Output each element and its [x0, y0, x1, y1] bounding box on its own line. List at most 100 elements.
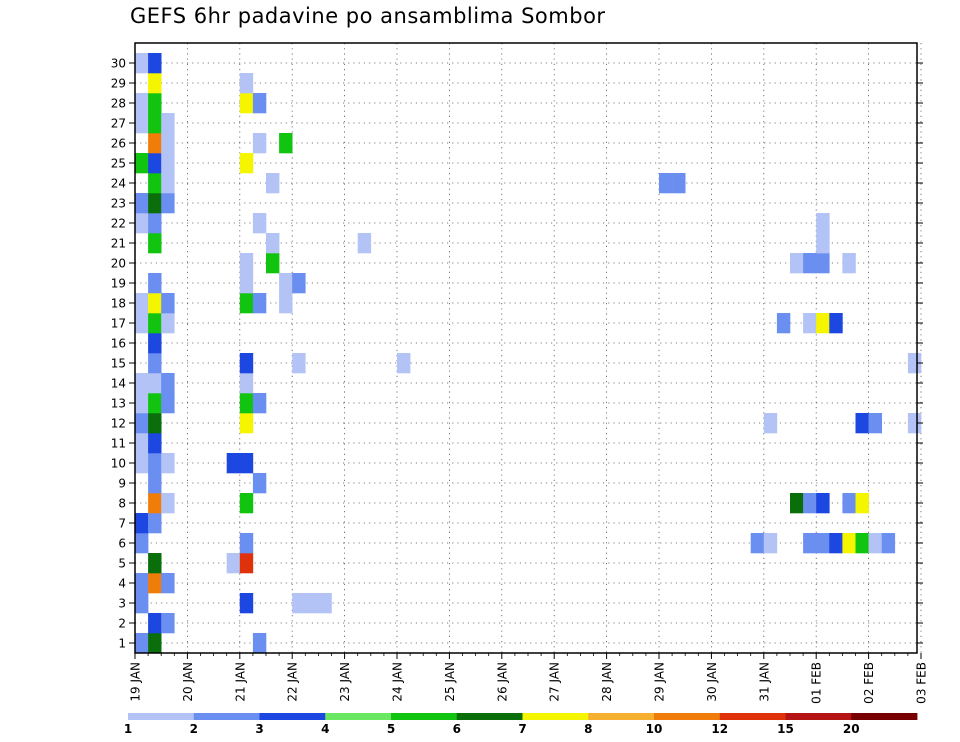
y-tick-label: 17 — [111, 317, 126, 331]
precip-cell — [148, 293, 162, 314]
precip-cell — [842, 533, 856, 554]
colorbar-swatch — [391, 713, 458, 720]
precip-cell — [252, 213, 267, 234]
colorbar-swatch — [588, 713, 655, 720]
precip-cell — [148, 553, 162, 574]
plot-frame — [134, 42, 918, 654]
precip-cell — [135, 293, 149, 314]
colorbar-label: 7 — [518, 722, 526, 736]
precip-cell — [148, 133, 162, 154]
precip-cells — [135, 53, 922, 654]
precip-cell — [148, 513, 162, 534]
precip-cell — [318, 593, 332, 614]
precip-cell — [148, 413, 162, 434]
precip-cell — [135, 93, 149, 114]
precip-cell — [161, 153, 175, 174]
precip-cell — [148, 73, 162, 94]
y-tick-label: 18 — [111, 297, 126, 311]
precip-cell — [790, 253, 804, 274]
precip-cell — [161, 193, 175, 214]
y-tick-label: 16 — [111, 337, 126, 351]
x-tick-label: 19 JAN — [129, 662, 143, 702]
precip-cell — [266, 233, 280, 254]
precip-cell — [148, 393, 162, 414]
precip-cell — [135, 453, 149, 474]
colorbar-swatch — [522, 713, 589, 720]
precip-cell — [239, 273, 254, 294]
x-tick-label: 21 JAN — [233, 662, 247, 702]
y-tick-label: 24 — [111, 177, 126, 191]
precip-cell — [148, 313, 162, 334]
precip-cell — [135, 113, 149, 134]
precip-cell — [829, 533, 843, 554]
precip-cell — [816, 233, 830, 254]
colorbar-label: 6 — [453, 722, 461, 736]
colorbar-swatch — [128, 713, 195, 720]
colorbar-label: 3 — [255, 722, 263, 736]
precip-cell — [239, 293, 254, 314]
precip-cell — [816, 493, 830, 514]
precip-cell — [161, 613, 175, 634]
precip-cell — [148, 333, 162, 354]
precip-cell — [226, 453, 241, 474]
precip-cell — [305, 593, 319, 614]
precip-cell — [135, 433, 149, 454]
precip-cell — [148, 493, 162, 514]
precip-cell — [239, 453, 254, 474]
precip-cell — [148, 473, 162, 494]
precip-cell — [148, 213, 162, 234]
precip-cell — [279, 133, 293, 154]
y-tick-label: 26 — [111, 137, 126, 151]
precip-cell — [135, 513, 149, 534]
precip-cell — [148, 153, 162, 174]
precip-cell — [148, 573, 162, 594]
precip-cell — [135, 593, 149, 614]
x-tick-label: 24 JAN — [391, 662, 405, 702]
precip-cell — [148, 93, 162, 114]
precip-cell — [135, 193, 149, 214]
precip-cell — [148, 373, 162, 394]
precip-cell — [148, 173, 162, 194]
precip-cell — [750, 533, 765, 554]
precip-cell — [239, 93, 254, 114]
y-tick-label: 13 — [111, 397, 126, 411]
precip-cell — [239, 73, 254, 94]
precip-cell — [855, 413, 869, 434]
precip-cell — [239, 353, 254, 374]
y-axis: 1234567891011121314151617181920212223242… — [111, 57, 923, 651]
y-tick-label: 28 — [111, 97, 126, 111]
precip-cell — [763, 413, 778, 434]
precip-cell — [161, 393, 175, 414]
precip-cell — [868, 413, 882, 434]
colorbar-swatch — [654, 713, 721, 720]
x-tick-label: 31 JAN — [757, 662, 771, 702]
colorbar-swatch — [193, 713, 260, 720]
colorbar-label: 1 — [124, 722, 132, 736]
precip-cell — [829, 313, 843, 334]
precip-cell — [161, 133, 175, 154]
y-tick-label: 29 — [111, 77, 126, 91]
colorbar-label: 15 — [777, 722, 794, 736]
x-tick-label: 25 JAN — [443, 662, 457, 702]
precip-cell — [855, 493, 869, 514]
precip-cell — [252, 293, 267, 314]
precip-cell — [252, 133, 267, 154]
precip-cell — [803, 493, 817, 514]
precip-cell — [252, 473, 267, 494]
y-tick-label: 27 — [111, 117, 126, 131]
x-tick-label: 22 JAN — [286, 662, 300, 702]
precip-cell — [803, 533, 817, 554]
precip-cell — [659, 173, 673, 194]
precip-cell — [148, 353, 162, 374]
precip-cell — [239, 373, 254, 394]
precip-cell — [148, 273, 162, 294]
precip-cell — [803, 253, 817, 274]
colorbar-label: 10 — [646, 722, 663, 736]
y-tick-label: 15 — [111, 357, 126, 371]
precip-cell — [816, 313, 830, 334]
x-tick-label: 23 JAN — [338, 662, 352, 702]
colorbar-swatch — [456, 713, 523, 720]
y-tick-label: 19 — [111, 277, 126, 291]
precip-cell — [148, 53, 162, 74]
x-tick-label: 28 JAN — [600, 662, 614, 702]
